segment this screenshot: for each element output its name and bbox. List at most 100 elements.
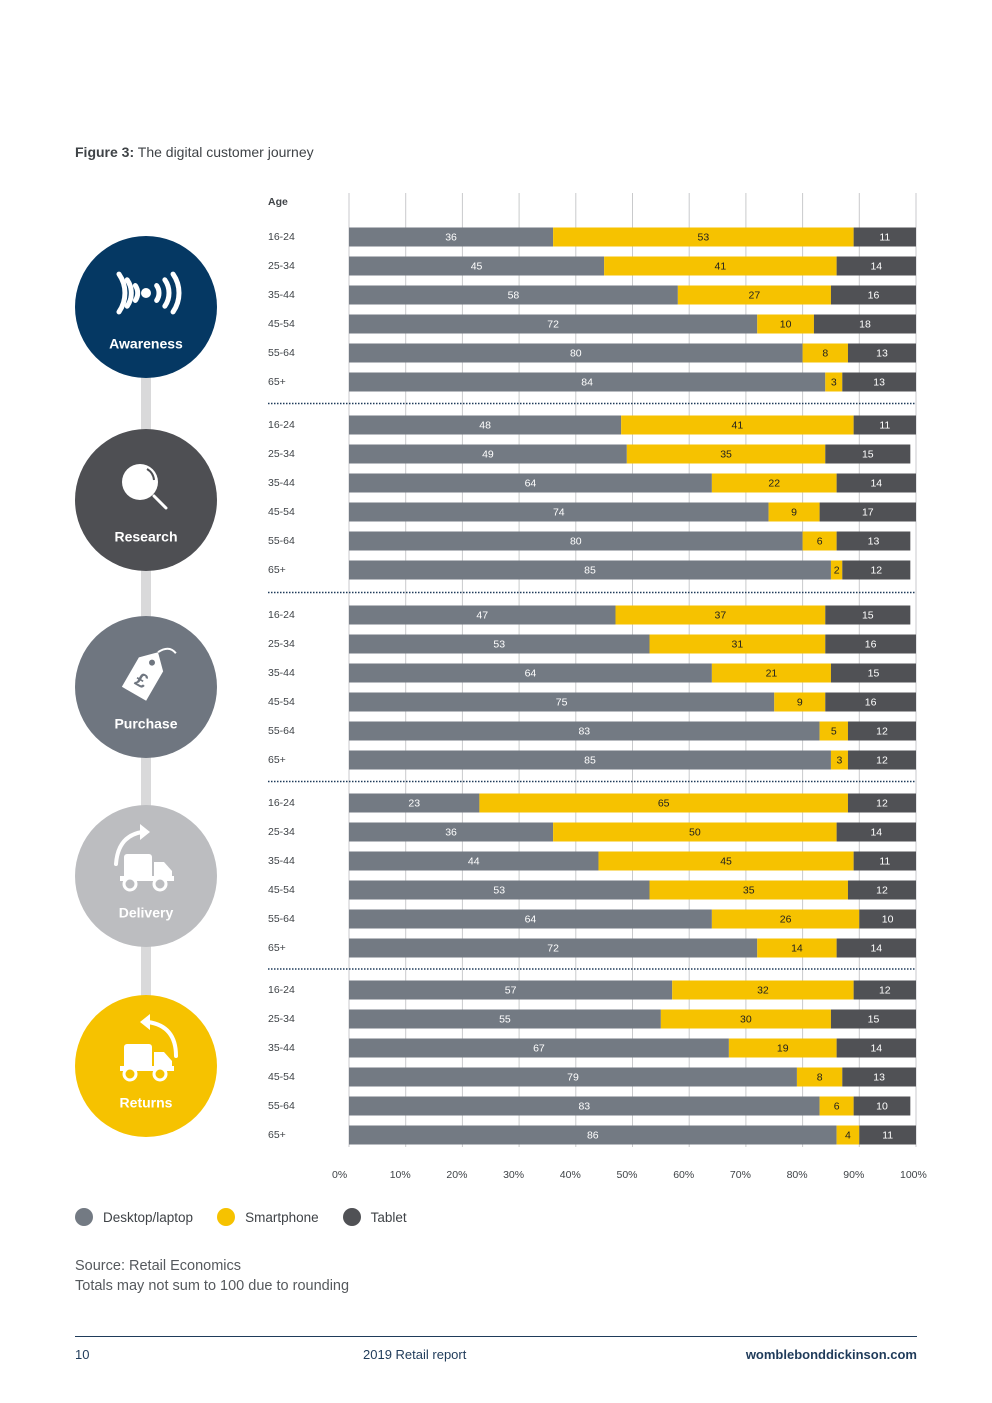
bar-segment-smartphone — [796, 1067, 843, 1087]
data-label-desktop: 57 — [505, 984, 517, 996]
data-label-smartphone: 65 — [658, 797, 670, 809]
bar-segment-desktop — [349, 605, 616, 625]
price-tag-icon: £ — [121, 647, 177, 701]
bar-segment-tablet — [847, 750, 916, 770]
age-label: 16-24 — [268, 984, 295, 996]
data-label-tablet: 15 — [868, 667, 880, 679]
data-label-tablet: 12 — [876, 725, 888, 737]
data-label-desktop: 80 — [570, 347, 582, 359]
bar-segment-desktop — [349, 227, 554, 247]
data-label-desktop: 53 — [493, 638, 505, 650]
bar-segment-tablet — [836, 822, 916, 842]
x-tick-label: 30% — [503, 1169, 524, 1181]
data-label-smartphone: 27 — [749, 289, 761, 301]
data-label-desktop: 83 — [578, 725, 590, 737]
data-label-tablet: 10 — [876, 1100, 888, 1112]
data-label-tablet: 18 — [859, 318, 871, 330]
bar-segment-desktop — [349, 1125, 837, 1145]
broadcast-wave — [124, 277, 134, 309]
bar-segment-desktop — [349, 444, 627, 464]
age-label: 55-64 — [268, 1100, 295, 1112]
returns-truck-icon — [120, 1014, 178, 1082]
arrow-head — [140, 1014, 150, 1030]
data-label-smartphone: 6 — [817, 535, 823, 547]
x-tick-label: 60% — [673, 1169, 694, 1181]
x-tick-label: 80% — [787, 1169, 808, 1181]
data-label-tablet: 14 — [870, 477, 882, 489]
age-label: 35-44 — [268, 667, 295, 679]
bar-segment-desktop — [349, 822, 554, 842]
x-tick-label: 100% — [900, 1169, 927, 1181]
age-axis-header: Age — [268, 196, 288, 208]
x-tick-label: 90% — [843, 1169, 864, 1181]
bar-segment-desktop — [349, 502, 769, 522]
stage-label-purchase: Purchase — [114, 716, 177, 732]
bar-segment-desktop — [349, 314, 758, 334]
bar-segment-smartphone — [677, 285, 831, 305]
bar-segment-tablet — [836, 1038, 916, 1058]
bar-segment-desktop — [349, 750, 831, 770]
data-label-smartphone: 9 — [797, 696, 803, 708]
legend-item-desktop: Desktop/laptop — [75, 1208, 193, 1226]
age-label: 55-64 — [268, 535, 295, 547]
data-label-desktop: 74 — [553, 506, 565, 518]
age-label: 25-34 — [268, 638, 295, 650]
data-label-tablet: 14 — [870, 1042, 882, 1054]
age-label: 65+ — [268, 942, 286, 954]
legend: Desktop/laptop Smartphone Tablet — [75, 1208, 431, 1226]
data-label-smartphone: 2 — [834, 564, 840, 576]
bar-segment-smartphone — [626, 444, 826, 464]
stage-label-awareness: Awareness — [109, 336, 183, 352]
bar-segment-tablet — [830, 663, 916, 683]
source-note: Source: Retail Economics Totals may not … — [75, 1256, 349, 1296]
data-label-tablet: 16 — [865, 696, 877, 708]
legend-item-tablet: Tablet — [342, 1208, 407, 1226]
age-label: 16-24 — [268, 609, 295, 621]
age-label: 65+ — [268, 376, 286, 388]
bar-segment-smartphone — [711, 473, 837, 493]
data-label-tablet: 11 — [879, 231, 890, 243]
data-label-desktop: 47 — [476, 609, 488, 621]
data-label-desktop: 67 — [533, 1042, 545, 1054]
bar-segment-tablet — [853, 851, 916, 871]
bar-segment-desktop — [349, 634, 650, 654]
website-link[interactable]: womblebonddickinson.com — [745, 1347, 917, 1362]
bar-segment-tablet — [847, 343, 916, 363]
bar-segment-desktop — [349, 938, 758, 958]
bar-segment-smartphone — [553, 822, 837, 842]
truck-cargo — [124, 854, 152, 880]
data-label-desktop: 23 — [408, 797, 420, 809]
age-label: 25-34 — [268, 260, 295, 272]
data-label-smartphone: 5 — [831, 725, 837, 737]
age-label: 65+ — [268, 754, 286, 766]
group-research: Research 16-24 48 41 11 25-34 49 35 15 35-44 64 22 1… — [75, 415, 916, 594]
bar-segment-smartphone — [649, 880, 848, 900]
bar-segment-tablet — [825, 605, 911, 625]
bar-segment-smartphone — [768, 502, 820, 522]
bar-segment-smartphone — [802, 531, 837, 551]
data-label-tablet: 11 — [879, 419, 890, 431]
data-label-smartphone: 8 — [817, 1071, 823, 1083]
broadcast-wave — [116, 271, 128, 315]
data-label-smartphone: 9 — [791, 506, 797, 518]
page-number: 10 — [75, 1347, 90, 1362]
broadcast-wave — [162, 277, 172, 309]
data-label-smartphone: 14 — [791, 942, 803, 954]
bar-segment-smartphone — [598, 851, 854, 871]
data-label-tablet: 15 — [862, 448, 874, 460]
data-label-desktop: 72 — [547, 942, 559, 954]
bar-segment-desktop — [349, 256, 605, 276]
bar-segment-desktop — [349, 372, 826, 392]
report-title: 2019 Retail report — [363, 1347, 467, 1362]
data-label-smartphone: 31 — [732, 638, 744, 650]
data-label-desktop: 44 — [468, 855, 480, 867]
data-label-tablet: 10 — [882, 913, 894, 925]
data-label-desktop: 85 — [584, 564, 596, 576]
bar-segment-tablet — [836, 256, 916, 276]
figure-label: Figure 3: — [75, 144, 135, 160]
arrow-head — [140, 824, 150, 840]
age-label: 55-64 — [268, 347, 295, 359]
data-label-smartphone: 35 — [720, 448, 732, 460]
data-label-desktop: 36 — [445, 826, 457, 838]
bar-segment-smartphone — [649, 634, 826, 654]
